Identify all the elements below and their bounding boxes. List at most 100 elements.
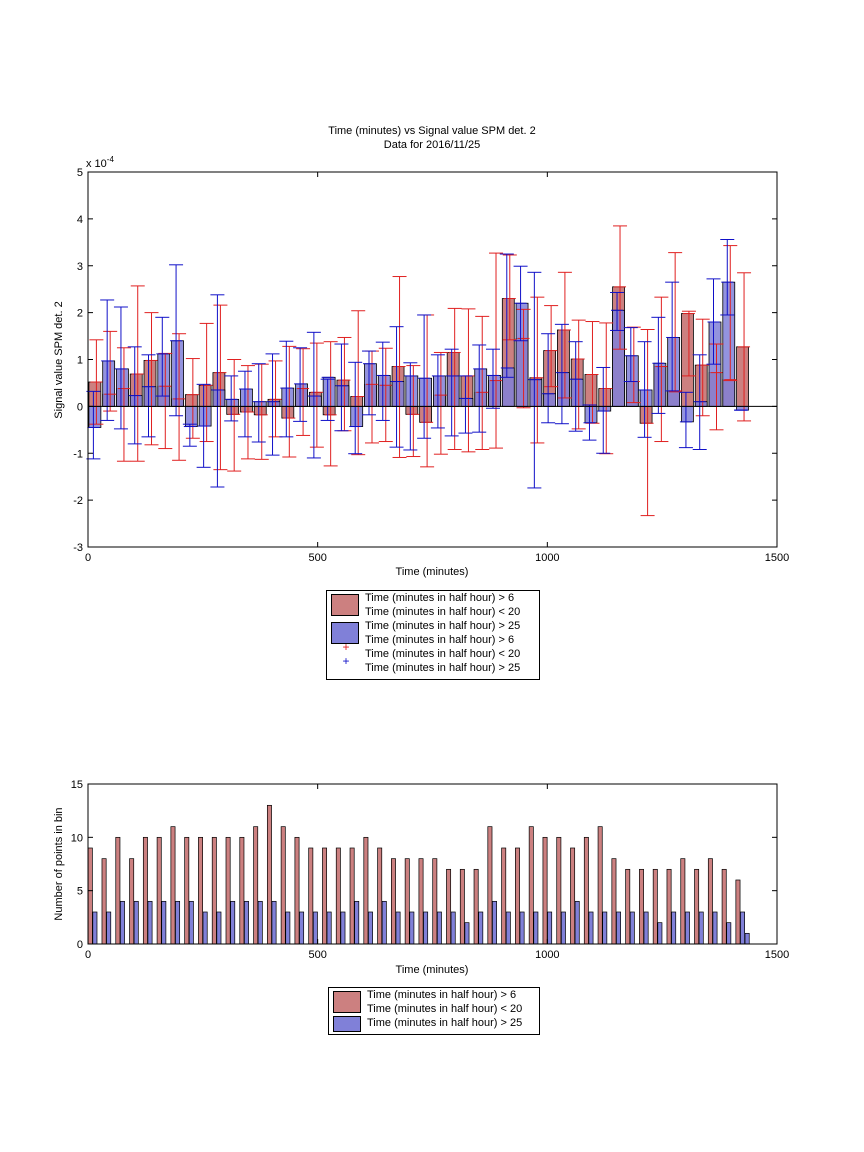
bar-blue [102, 360, 116, 407]
x-tick-label: 1500 [765, 552, 789, 564]
legend-swatch-red [333, 991, 361, 1013]
top-bars [88, 281, 749, 428]
bar-blue [157, 353, 171, 407]
count-bar-blue [602, 911, 608, 945]
bar-blue [570, 378, 584, 407]
bar-blue [681, 405, 694, 423]
bar-blue [557, 372, 570, 407]
count-bar-blue [712, 911, 718, 945]
top-plot: Time (minutes) vs Signal value SPM det. … [53, 125, 789, 578]
count-bar-red [129, 858, 135, 945]
legend-entry: Time (minutes in half hour) > 6 [367, 989, 517, 1001]
count-bar-red [597, 826, 603, 945]
count-bar-blue [271, 900, 277, 945]
count-bar-red [266, 804, 272, 945]
bar-blue [694, 401, 708, 407]
bar-blue [281, 387, 295, 407]
bar-blue [722, 281, 736, 407]
y-tick-label: -1 [73, 448, 83, 460]
count-bar-red [515, 847, 520, 945]
x-tick-label: 0 [85, 949, 91, 961]
top-xlabel: Time (minutes) [396, 566, 469, 578]
y-tick-label: 2 [77, 308, 83, 320]
count-bar-blue [436, 911, 442, 945]
bar-blue [639, 389, 653, 407]
count-bar-blue [257, 900, 263, 945]
count-bar-red [556, 836, 562, 945]
count-bar-red [170, 826, 176, 945]
count-bar-blue [560, 911, 566, 945]
x-tick-label: 1000 [535, 552, 559, 564]
bar-blue [433, 375, 446, 407]
top-legend: Time (minutes in half hour) > 6 Time (mi… [326, 590, 540, 680]
count-bar-red [198, 836, 203, 945]
count-bar-red [308, 847, 314, 945]
bottom-ticks: 0 500 1000 1500 0 5 10 15 [71, 779, 789, 961]
count-bar-blue [395, 911, 401, 945]
bar-blue [350, 405, 364, 427]
bar-red [88, 381, 102, 407]
count-bar-blue [505, 911, 511, 945]
count-bar-blue [92, 911, 98, 945]
count-bar-blue [643, 911, 649, 945]
bar-blue [736, 405, 749, 411]
legend-entry: Time (minutes in half hour) > 25 [365, 620, 521, 632]
bar-blue [116, 368, 129, 407]
count-bar-red [735, 879, 741, 945]
count-bar-blue [478, 911, 484, 945]
bar-blue [226, 398, 240, 407]
count-bar-red [377, 847, 383, 945]
bottom-axes-box [87, 783, 778, 945]
count-bar-red [142, 836, 148, 945]
bar-blue [474, 368, 488, 407]
y-tick-label: 1 [77, 355, 83, 367]
count-bar-blue [354, 900, 360, 945]
bar-red [253, 405, 267, 416]
legend-marker-red: + [342, 640, 350, 654]
count-bar-blue [244, 900, 249, 945]
y-tick-label: 15 [71, 779, 83, 791]
y-tick-label: 4 [77, 214, 83, 226]
legend-entry: Time (minutes in half hour) > 25 [365, 662, 521, 674]
count-bar-blue [684, 911, 690, 945]
count-bar-red [335, 847, 341, 945]
count-bar-blue [381, 900, 387, 945]
count-bar-blue [574, 900, 580, 945]
count-bar-blue [368, 911, 373, 945]
count-bar-blue [740, 911, 746, 945]
bar-blue [240, 388, 253, 407]
count-bar-blue [726, 922, 732, 945]
bar-blue [529, 379, 543, 407]
y-tick-label: 0 [77, 401, 83, 413]
bottom-ylabel: Number of points in bin [53, 807, 65, 920]
bar-blue [143, 386, 157, 407]
y-tick-label: 3 [77, 261, 83, 273]
count-bar-red [625, 868, 631, 945]
count-bar-red [432, 858, 438, 945]
count-bar-red [721, 868, 727, 945]
bar-blue [598, 405, 612, 412]
bar-blue [515, 302, 529, 407]
legend-marker-blue: + [342, 654, 350, 668]
bar-red [598, 388, 612, 407]
x-tick-label: 1500 [765, 949, 789, 961]
count-bar-red [225, 836, 231, 945]
count-bar-blue [698, 911, 704, 945]
count-bar-red [680, 858, 686, 945]
bar-red [281, 405, 295, 419]
count-bar-red [391, 858, 396, 945]
count-bar-red [570, 847, 576, 945]
legend-swatch-blue [333, 1016, 361, 1032]
count-bar-red [322, 847, 328, 945]
legend-swatch-red [331, 594, 359, 616]
count-bar-blue [312, 911, 318, 945]
count-bar-blue [409, 911, 415, 945]
count-bar-red [404, 858, 410, 945]
count-bar-blue [492, 900, 497, 945]
legend-entry: Time (minutes in half hour) < 20 [365, 606, 521, 618]
y-tick-label: -3 [73, 542, 83, 554]
count-bar-red [363, 836, 369, 945]
count-bar-blue [161, 900, 167, 945]
count-bar-blue [175, 900, 181, 945]
